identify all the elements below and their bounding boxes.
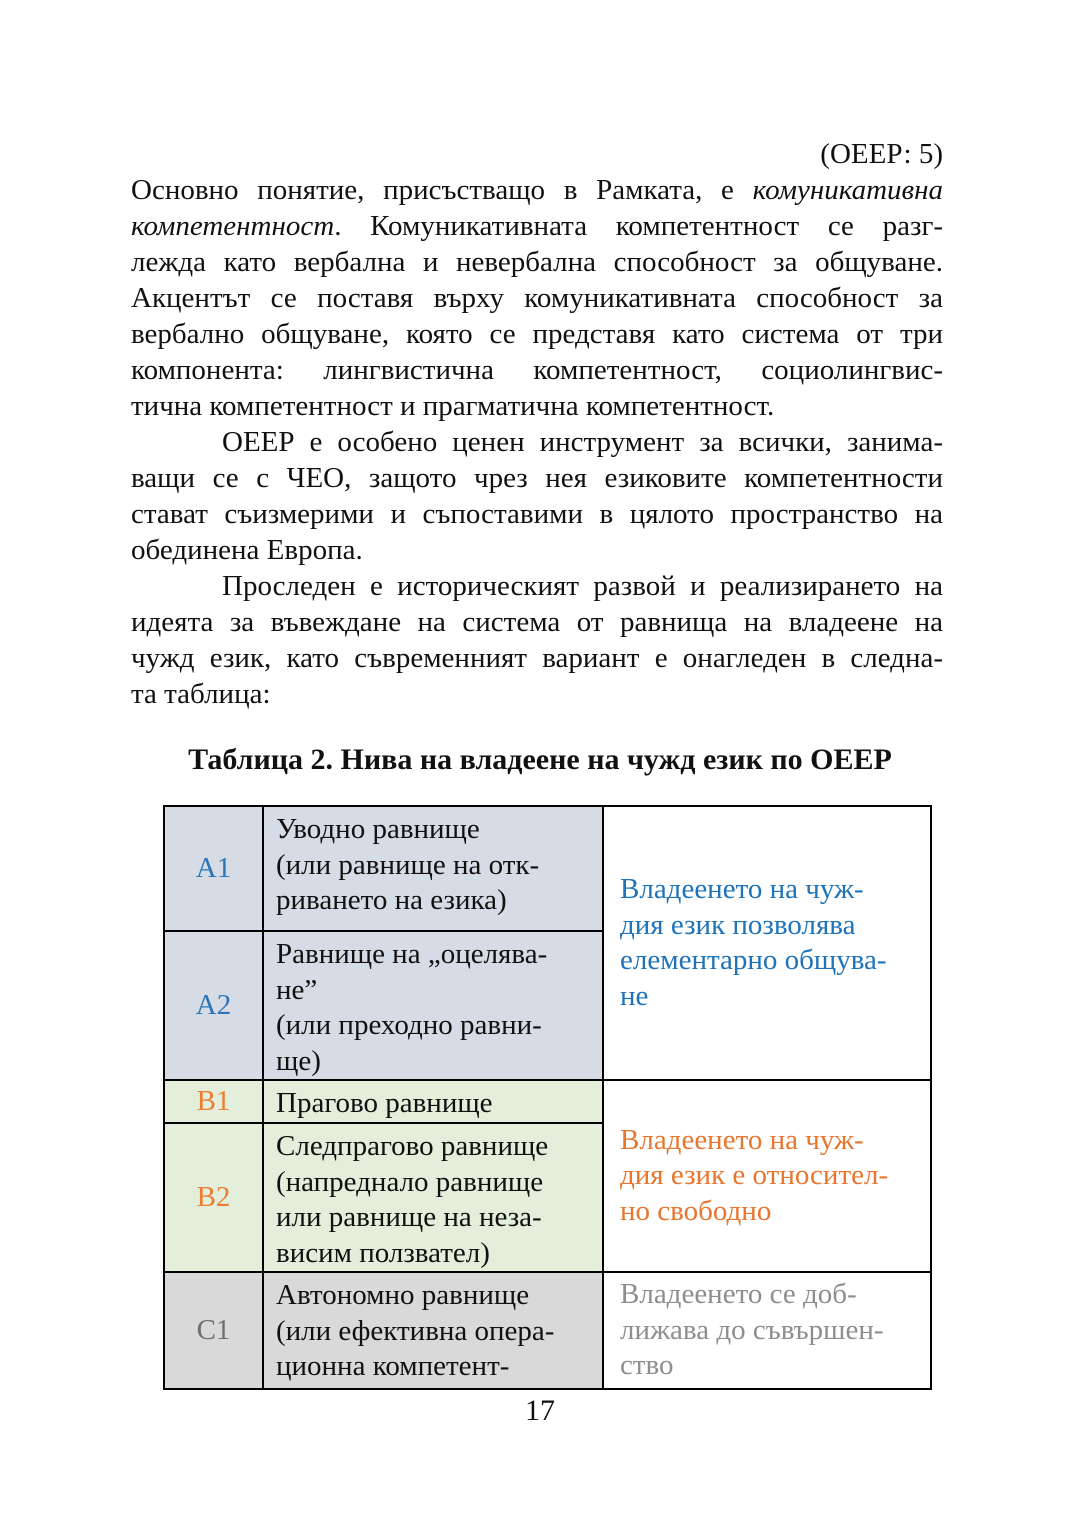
text-line: стават съизмерими и съпоставими в цялото… — [131, 498, 943, 530]
table-row: A1 Уводно равнище (или равнище на отк- р… — [163, 805, 932, 1081]
level-description-group-a: Владеенето на чуж- дия език позволява ел… — [602, 805, 932, 1081]
text-line: или равнище на неза- — [276, 1201, 542, 1233]
text-line: Проследен е историческият развой и реали… — [222, 570, 943, 602]
text-line: не” — [276, 973, 318, 1006]
text-line: ство — [620, 1349, 674, 1381]
language-levels-table: A1 Уводно равнище (или равнище на отк- р… — [163, 805, 932, 1390]
level-code-b2: B2 — [163, 1122, 264, 1273]
text-line: компонента: лингвистична компетентност, … — [131, 354, 943, 386]
text-line: Владеенето на чуж- — [620, 1123, 864, 1156]
text-line: риването на езика) — [276, 884, 507, 916]
text-line: ОЕЕР е особено ценен инструмент за всичк… — [222, 426, 943, 458]
text-line: елементарно общува- — [620, 944, 887, 976]
text-block: (ОЕЕР: 5) Основно понятие, присъстващо в… — [131, 136, 943, 712]
paragraph-3: Проследен е историческият развой и реали… — [131, 568, 943, 712]
text-line: лижава до съвършен- — [620, 1313, 884, 1346]
text-line: не — [620, 979, 649, 1012]
text-line: Следпрагово равнище — [276, 1130, 549, 1162]
paragraph-2: ОЕЕР е особено ценен инструмент за всичк… — [131, 424, 943, 568]
citation: (ОЕЕР: 5) — [820, 138, 943, 170]
text-line: компетентност. Комуникативната компетент… — [131, 208, 943, 244]
table-row: C1 Автономно равнище (или ефективна опер… — [163, 1271, 932, 1390]
text-line: (или равнище на отк- — [276, 848, 540, 881]
text-line: идеята за въвеждане на система от равнищ… — [131, 606, 943, 638]
level-name-b1: Прагово равнище — [262, 1079, 604, 1124]
text-line: Автономно равнище — [276, 1279, 530, 1311]
text-line: Равнище на „оцелява- — [276, 938, 548, 970]
level-name-c1: Автономно равнище (или ефективна опера- … — [262, 1271, 604, 1390]
table-row: B2 Следпрагово равнище (напреднало равни… — [163, 1122, 931, 1273]
text-line: но свободно — [620, 1194, 772, 1227]
text-line: тична компетентност и прагматична компет… — [131, 390, 775, 422]
text-line: Прагово равнище — [276, 1087, 493, 1119]
level-code-b1: B1 — [163, 1079, 264, 1124]
text-line: ващи се с ЧЕО, защото чрез нея езиковите… — [131, 462, 943, 494]
text-line: Уводно равнище — [276, 813, 480, 845]
italic-term: компетентност — [131, 210, 335, 242]
table-row: A2 Равнище на „оцелява- не” (или преходн… — [163, 930, 931, 1081]
text-line: Акцентът се поставя върху комуникативнат… — [131, 282, 943, 314]
level-name-b2: Следпрагово равнище (напреднало равнище … — [262, 1122, 604, 1273]
text-line: (напреднало равнище — [276, 1165, 544, 1198]
text-line: ще) — [276, 1044, 321, 1077]
text-line: Владеенето се доб- — [620, 1278, 857, 1310]
italic-term: комуникативна — [752, 174, 943, 206]
text-line: лежда като вербална и невербална способн… — [131, 246, 943, 278]
paragraph-1: Основно понятие, присъстващо в Рамката, … — [131, 172, 943, 424]
level-name-a2: Равнище на „оцелява- не” (или преходно р… — [262, 930, 604, 1081]
table-caption: Таблица 2. Нива на владеене на чужд език… — [188, 743, 892, 776]
text-line: Владеенето на чуж- — [620, 873, 864, 905]
text-line: дия език е относител- — [620, 1159, 889, 1192]
text-line: (или преходно равни- — [276, 1009, 542, 1041]
text-line: та таблица: — [131, 678, 271, 710]
text-line: (или ефективна опера- — [276, 1314, 555, 1347]
text-line: Основно понятие, присъстващо в Рамката, … — [131, 172, 943, 208]
level-description-group-b: Владеенето на чуж- дия език е относител-… — [602, 1079, 932, 1273]
text-line: висим ползвател) — [276, 1236, 490, 1269]
text-line: обединена Европа. — [131, 534, 363, 566]
level-code-a1: A1 — [163, 805, 264, 932]
text-segment: Основно понятие, присъстващо в Рамката, … — [131, 174, 753, 206]
text-line: дия език позволява — [620, 908, 856, 941]
level-description-group-c: Владеенето се доб- лижава до съвършен- с… — [602, 1271, 932, 1390]
text-segment: . Комуникативната компетентност се разг- — [334, 210, 943, 242]
level-code-c1: C1 — [163, 1271, 264, 1390]
text-line: чужд език, като съвременният вариант е о… — [131, 642, 943, 674]
table-row: B1 Прагово равнище Владеенето на чуж- ди… — [163, 1079, 932, 1273]
text-line: вербално общуване, която се представя ка… — [131, 318, 943, 350]
level-code-a2: A2 — [163, 930, 264, 1081]
page-number: 17 — [525, 1394, 555, 1427]
level-name-a1: Уводно равнище (или равнище на отк- рива… — [262, 805, 604, 932]
text-line: ционна компетент- — [276, 1350, 510, 1382]
